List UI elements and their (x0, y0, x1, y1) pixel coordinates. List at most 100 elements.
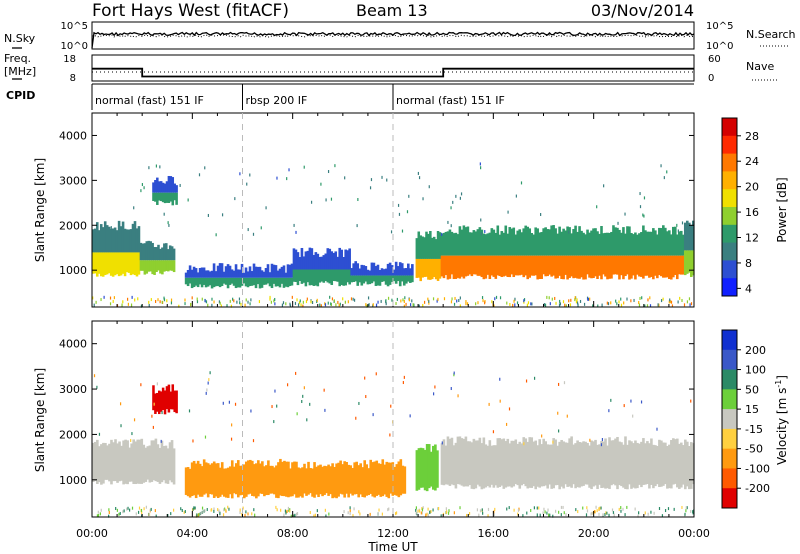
power-speckle (450, 206, 452, 210)
power-cell (548, 255, 551, 275)
power-speckle (417, 171, 419, 175)
power-cell (544, 255, 547, 277)
velocity-speckle (437, 506, 440, 510)
power-speckle (327, 170, 330, 174)
velocity-speckle (640, 400, 643, 404)
power-cell (376, 275, 380, 286)
power-speckle (270, 300, 272, 304)
power-cell (588, 232, 591, 256)
velocity-speckle (377, 512, 379, 516)
power-cell (421, 258, 424, 278)
power-cell (572, 229, 575, 256)
power-cell (173, 192, 176, 201)
power-speckle (327, 301, 329, 305)
power-speckle (574, 296, 576, 300)
power-speckle (276, 176, 278, 180)
velocity-cell (552, 438, 555, 489)
power-speckle (205, 300, 208, 304)
power-speckle (512, 303, 514, 307)
velocity-speckle (97, 514, 100, 518)
power-cell (288, 277, 292, 287)
power-cell (212, 263, 216, 278)
power-speckle (148, 166, 150, 170)
velocity-cell (343, 461, 346, 498)
velocity-cell (638, 443, 641, 485)
velocity-cell (656, 445, 659, 485)
power-cell (224, 266, 228, 278)
power-cell (210, 277, 214, 289)
cpid-panel: CPID normal (fast) 151 IF rbsp 200 IF norm… (6, 83, 694, 110)
power-cell (153, 247, 156, 261)
power-cell (362, 265, 366, 276)
velocity-cell (331, 463, 334, 499)
x-tick-label: 04:00 (176, 527, 208, 540)
freq-right-tick-bottom: 0 (708, 73, 714, 84)
power-speckle (133, 206, 135, 210)
power-cell (404, 275, 408, 284)
power-cell (256, 277, 260, 285)
power-cell (278, 268, 282, 278)
power-cell (542, 255, 545, 275)
velocity-cell (452, 445, 456, 486)
power-speckle (450, 224, 452, 228)
power-cell (151, 260, 154, 275)
velocity-speckle (667, 507, 670, 511)
power-cell (168, 260, 172, 271)
velocity-cell (458, 436, 462, 485)
power-cell (546, 255, 549, 277)
power-cell (484, 255, 488, 279)
power-cell (618, 255, 621, 280)
power-cell (262, 271, 266, 278)
velocity-cell (558, 441, 561, 490)
power-speckle (247, 228, 249, 232)
power-cell (92, 252, 95, 274)
velocity-cell (442, 439, 446, 486)
power-speckle (190, 302, 192, 306)
power-cell (306, 269, 310, 283)
power-speckle (475, 302, 477, 306)
power-cell (115, 230, 119, 253)
velocity-speckle (99, 512, 101, 516)
power-cell (308, 269, 312, 286)
power-speckle (441, 232, 443, 236)
power-speckle (184, 302, 186, 306)
power-speckle (662, 297, 664, 301)
power-cell (172, 248, 176, 261)
velocity-cell (566, 442, 569, 487)
power-cell (675, 255, 679, 280)
velocity-speckle (290, 514, 292, 518)
noise-right-tick-bottom: 10^0 (706, 41, 733, 52)
velocity-cell (393, 466, 397, 495)
power-cell (411, 275, 414, 283)
power-speckle (163, 212, 165, 216)
velocity-speckle (324, 408, 326, 412)
power-speckle (459, 196, 461, 200)
power-cell (368, 275, 372, 285)
power-speckle (286, 177, 288, 181)
velocity-speckle (630, 399, 632, 403)
power-cell (216, 265, 220, 278)
power-cell (396, 275, 400, 282)
power-cell (320, 256, 324, 270)
power-cell (294, 269, 298, 282)
power-cell (488, 232, 492, 256)
power-cell (668, 255, 671, 279)
power-speckle (642, 213, 644, 217)
velocity-cell (532, 441, 536, 487)
velocity-speckle (193, 506, 195, 510)
power-cell (380, 268, 384, 276)
velocity-speckle (141, 514, 143, 518)
power-cell (163, 260, 166, 272)
velocity-speckle (585, 513, 588, 517)
power-cell (421, 236, 424, 259)
velocity-cell (612, 440, 615, 485)
power-speckle (398, 212, 401, 216)
power-cell (212, 277, 216, 288)
power-cell (432, 236, 436, 259)
power-cell (358, 268, 362, 276)
velocity-cell (220, 462, 224, 495)
velocity-colorbar-tick-label: 50 (745, 383, 759, 396)
velocity-speckle (227, 505, 229, 509)
velocity-cell (275, 465, 278, 498)
velocity-speckle (499, 377, 501, 381)
